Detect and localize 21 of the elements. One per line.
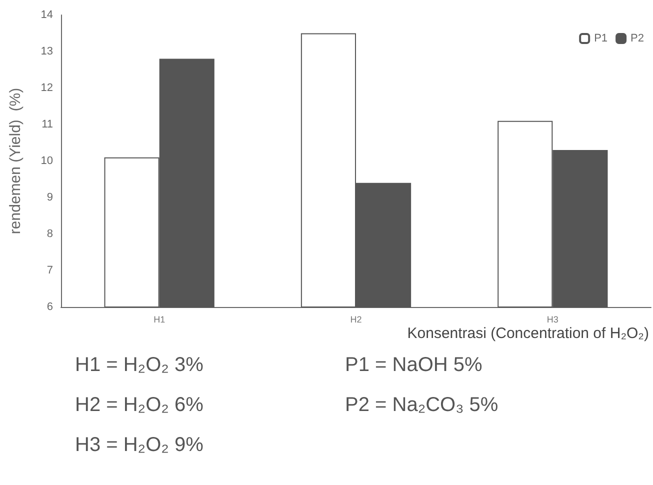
y-tick-label: 10 [40, 155, 53, 167]
y-tick-label: 8 [46, 228, 53, 240]
text: H2 = H₂O₂ 6% [75, 394, 204, 416]
text: H3 = H₂O₂ 9% [75, 434, 204, 456]
legend-label: P2 [630, 32, 644, 44]
text: H1 = H₂O₂ 3% [75, 354, 204, 376]
y-tick-label: 12 [40, 82, 53, 94]
y-tick-label: 14 [40, 9, 53, 21]
y-tick-label: 13 [40, 46, 53, 58]
y-tick-label: 9 [46, 192, 53, 204]
y-axis-title: rendemen (Yield) (%) [7, 88, 24, 234]
text: P1 = NaOH 5% [345, 354, 482, 376]
y-tick-label: 11 [42, 118, 53, 130]
text: P2 = Na₂CO₃ 5% [345, 394, 498, 416]
x-axis-title: Konsentrasi (Concentration of H₂O₂) [407, 325, 650, 342]
legend-label: P1 [594, 32, 608, 44]
y-tick-label: 6 [46, 301, 53, 313]
x-tick-label: H3 [546, 314, 558, 324]
y-tick-label: 7 [46, 264, 53, 276]
x-tick-label: H2 [350, 314, 362, 324]
x-tick-label: H1 [154, 314, 166, 324]
